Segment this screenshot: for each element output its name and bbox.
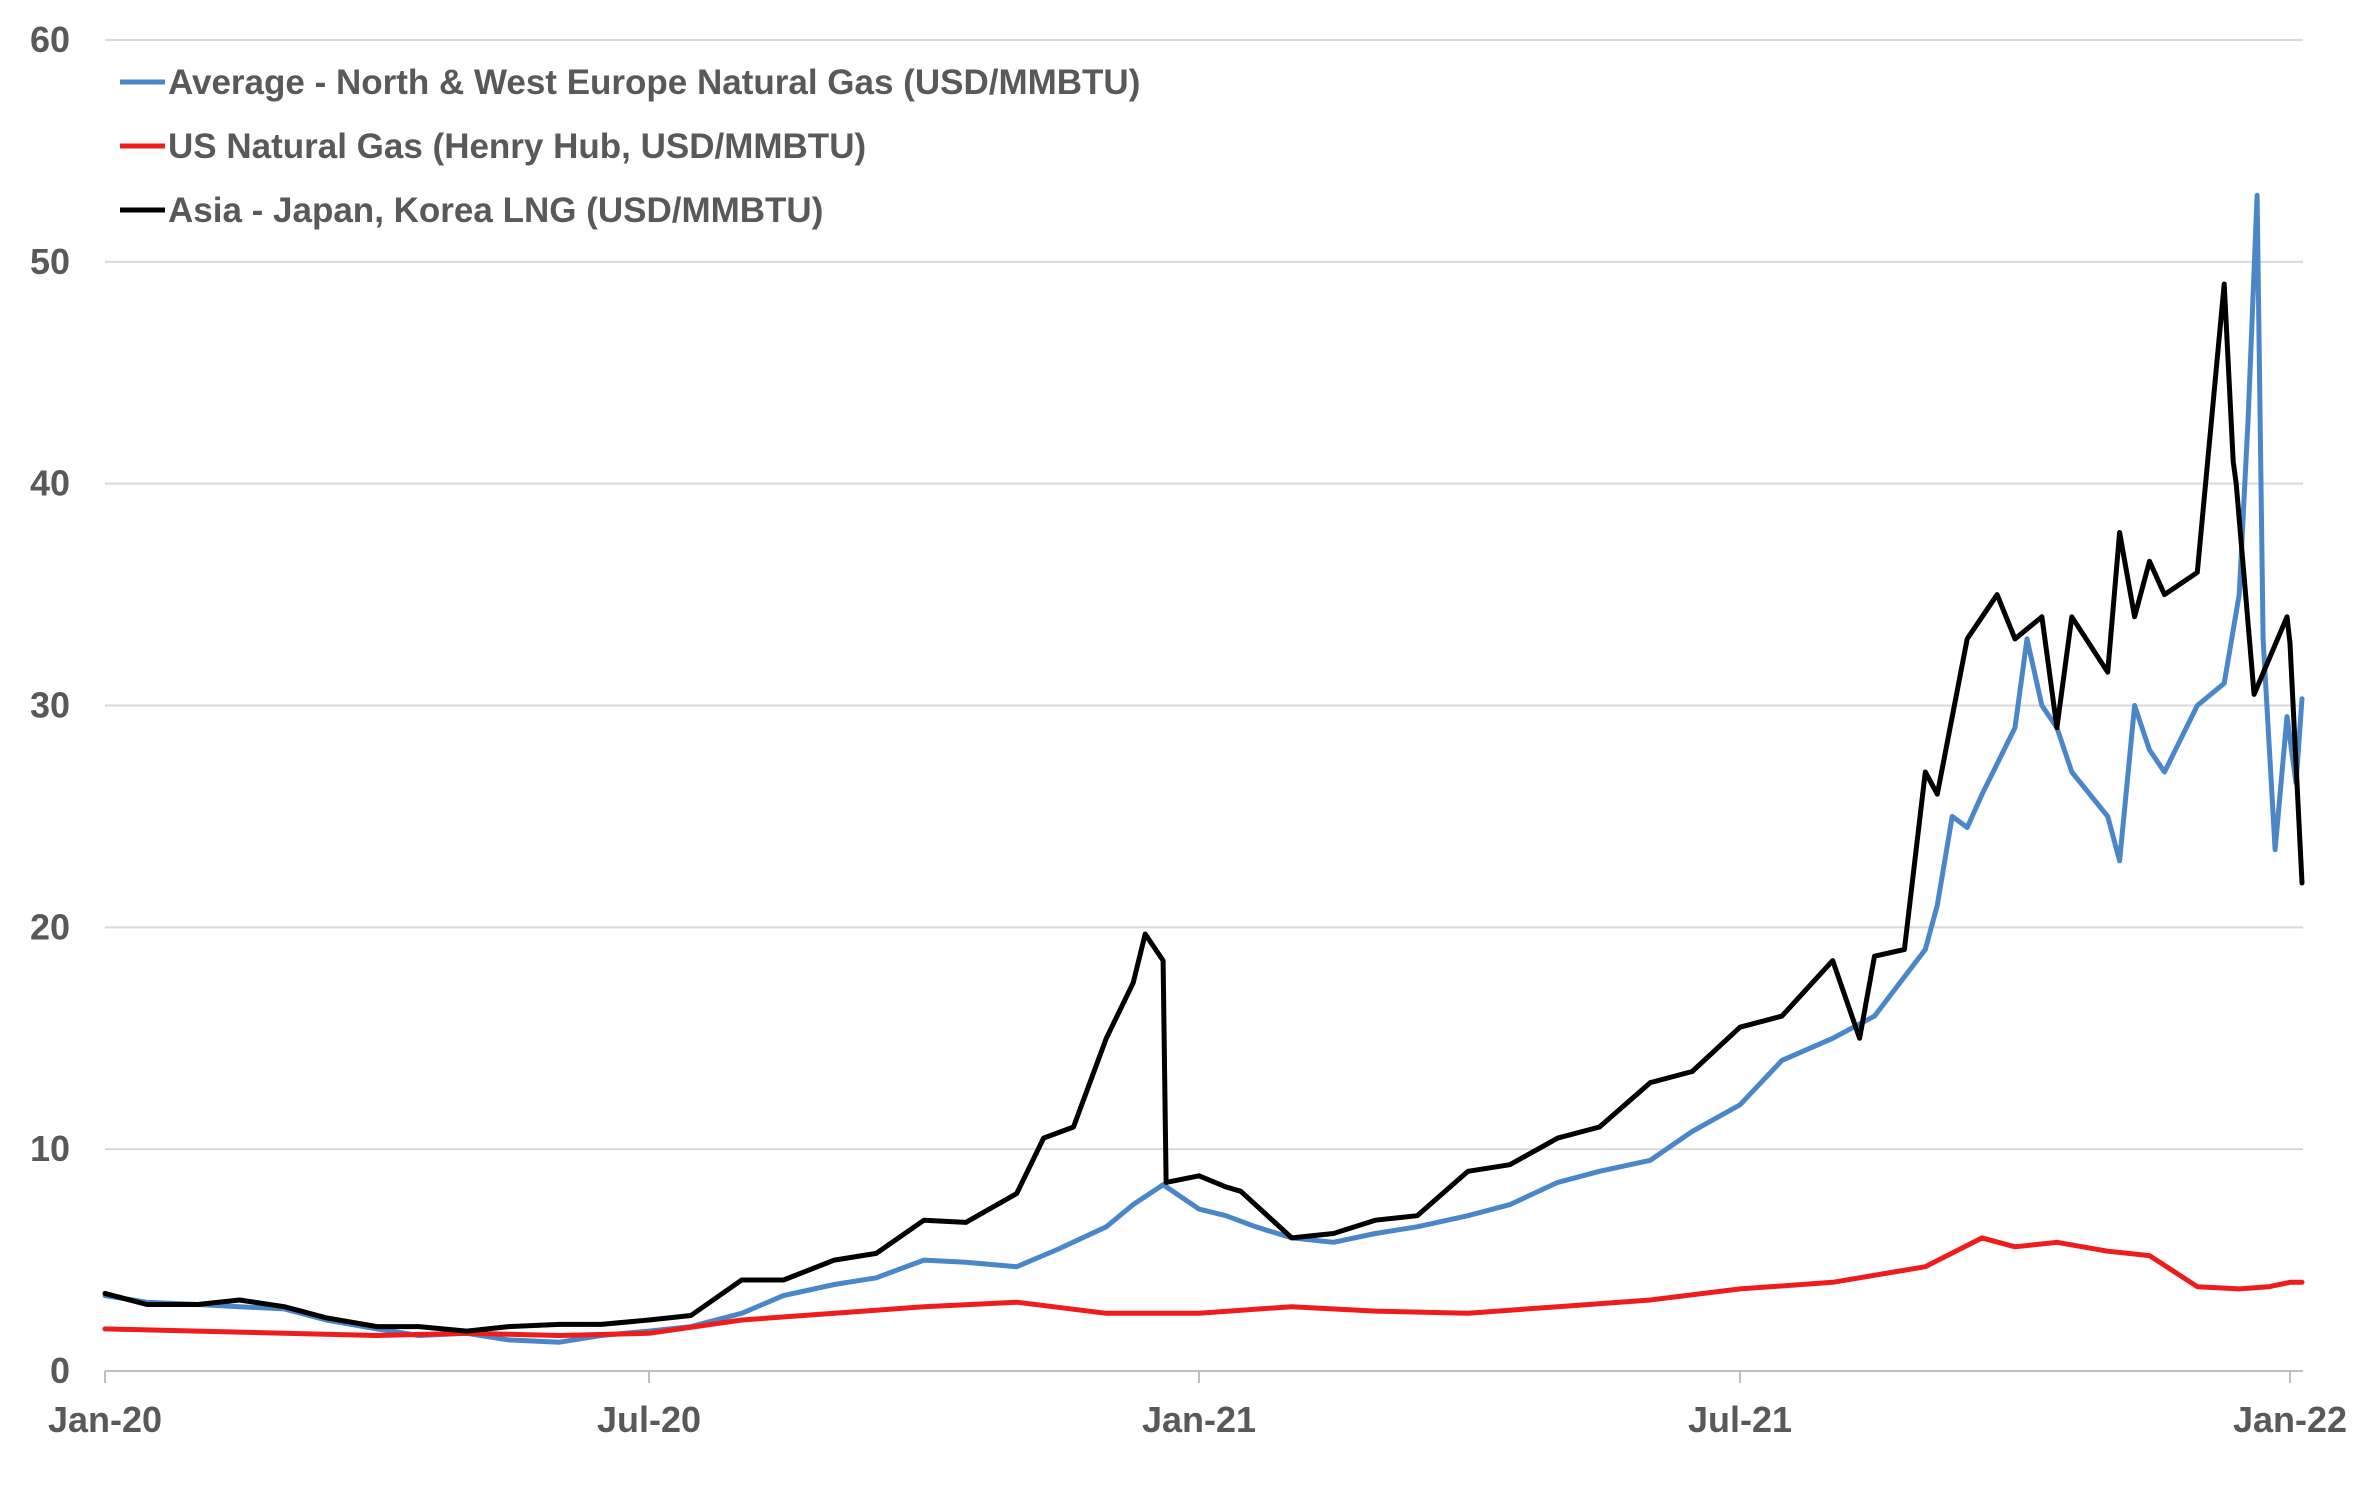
gridlines — [105, 39, 2303, 1151]
series-line-1 — [102, 1235, 2305, 1338]
y-tick-label: 50 — [30, 241, 70, 282]
y-tick-label: 20 — [30, 906, 70, 947]
x-tick-label: Jan-20 — [48, 1399, 162, 1440]
x-tick-label: Jan-21 — [1142, 1399, 1256, 1440]
y-tick-label: 60 — [30, 19, 70, 60]
x-tick-label: Jul-20 — [597, 1399, 701, 1440]
legend-label-1: US Natural Gas (Henry Hub, USD/MMBTU) — [168, 127, 866, 166]
series-lines — [102, 192, 2305, 1345]
legend-label-0: Average - North & West Europe Natural Ga… — [168, 63, 1140, 102]
y-tick-label: 0 — [50, 1350, 70, 1391]
series-line-2 — [102, 281, 2305, 1334]
y-tick-label: 30 — [30, 685, 70, 726]
series-line-0 — [102, 192, 2305, 1345]
y-tick-label: 40 — [30, 463, 70, 504]
legend: Average - North & West Europe Natural Ga… — [120, 63, 1140, 230]
x-tick-label: Jul-21 — [1688, 1399, 1792, 1440]
y-tick-label: 10 — [30, 1128, 70, 1169]
x-tick-label: Jan-22 — [2233, 1399, 2347, 1440]
legend-label-2: Asia - Japan, Korea LNG (USD/MMBTU) — [168, 191, 823, 230]
x-axis-ticks: Jan-20 Jul-20 Jan-21 Jul-21 Jan-22 — [48, 1371, 2347, 1440]
y-axis-ticks: 0 10 20 30 40 50 60 — [30, 19, 70, 1391]
